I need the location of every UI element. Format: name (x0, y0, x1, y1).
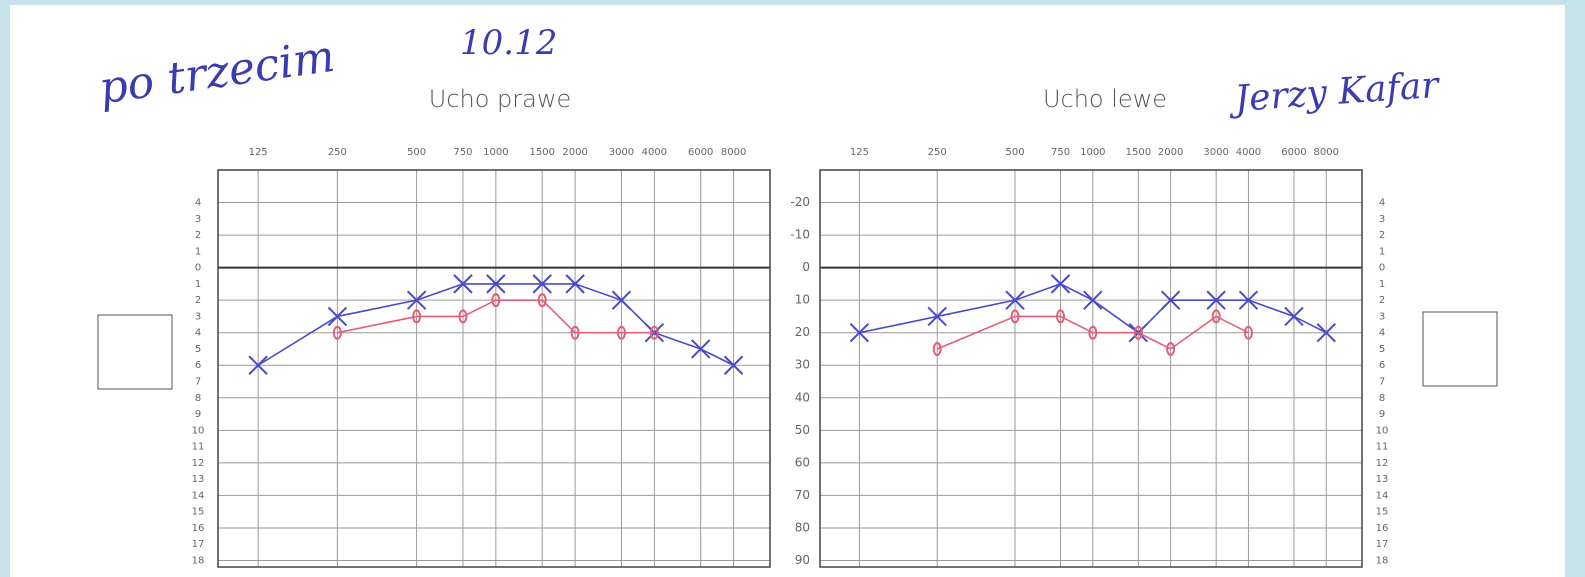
y-tick-label: 1 (195, 246, 201, 257)
handwritten-date: 10.12 (460, 23, 557, 63)
y-tick-label: 70 (795, 488, 810, 502)
y-tick-label: 3 (195, 214, 201, 225)
y-tick-label: -20 (790, 195, 810, 209)
x-tick-label: 125 (850, 147, 869, 158)
x-tick-label: 750 (1051, 147, 1070, 158)
x-tick-label: 500 (1005, 147, 1024, 158)
x-tick-label: 500 (407, 147, 426, 158)
y-tick-label: 2 (195, 230, 201, 241)
y-tick-label: 16 (192, 523, 205, 534)
y2-tick-label: 9 (1379, 409, 1385, 420)
y-tick-label: 20 (795, 325, 810, 339)
x-tick-label: 4000 (642, 147, 667, 158)
y2-tick-label: 16 (1376, 523, 1389, 534)
y2-tick-label: 5 (1379, 344, 1385, 355)
y-tick-label: 90 (795, 553, 810, 567)
x-tick-label: 2000 (562, 147, 587, 158)
y2-tick-label: 0 (1379, 263, 1385, 274)
y-tick-label: 5 (195, 344, 201, 355)
y2-tick-label: 8 (1379, 393, 1385, 404)
y-tick-label: 80 (795, 520, 810, 534)
y-tick-label: 7 (195, 377, 201, 388)
y2-tick-label: 4 (1379, 198, 1385, 209)
y-tick-label: 12 (192, 458, 205, 469)
y-tick-label: -10 (790, 228, 810, 242)
x-tick-label: 6000 (688, 147, 713, 158)
y-tick-label: 10 (192, 425, 205, 436)
y2-tick-label: 1 (1379, 279, 1385, 290)
x-tick-label: 3000 (1203, 147, 1228, 158)
x-tick-label: 1000 (483, 147, 508, 158)
chart-title: Ucho lewe (1043, 85, 1167, 113)
y2-tick-label: 3 (1379, 311, 1385, 322)
y2-tick-label: 11 (1376, 442, 1389, 453)
y-tick-label: 14 (192, 490, 205, 501)
x-tick-label: 250 (328, 147, 347, 158)
y-tick-label: 17 (192, 539, 205, 550)
y-tick-label: 1 (195, 279, 201, 290)
y-tick-label: 8 (195, 393, 201, 404)
y-tick-label: 0 (802, 260, 810, 274)
y2-tick-label: 3 (1379, 214, 1385, 225)
y2-tick-label: 2 (1379, 295, 1385, 306)
y2-tick-label: 4 (1379, 328, 1385, 339)
y-tick-label: 50 (795, 423, 810, 437)
x-tick-label: 125 (249, 147, 268, 158)
x-tick-label: 2000 (1158, 147, 1183, 158)
x-tick-label: 1500 (529, 147, 554, 158)
y-tick-label: 60 (795, 455, 810, 469)
y2-tick-label: 7 (1379, 377, 1385, 388)
y2-tick-label: 13 (1376, 474, 1389, 485)
x-tick-label: 8000 (721, 147, 746, 158)
y-tick-label: 4 (195, 328, 201, 339)
x-tick-label: 250 (928, 147, 947, 158)
x-tick-label: 750 (453, 147, 472, 158)
y-tick-label: 3 (195, 311, 201, 322)
y-tick-label: 2 (195, 295, 201, 306)
y2-tick-label: 17 (1376, 539, 1389, 550)
y-tick-label: 0 (195, 263, 201, 274)
x-tick-label: 3000 (609, 147, 634, 158)
y2-tick-label: 10 (1376, 425, 1389, 436)
y2-tick-label: 6 (1379, 360, 1385, 371)
chart-title: Ucho prawe (429, 85, 572, 113)
x-tick-label: 8000 (1314, 147, 1339, 158)
y2-tick-label: 2 (1379, 230, 1385, 241)
y-tick-label: 9 (195, 409, 201, 420)
x-tick-label: 1500 (1126, 147, 1151, 158)
y-tick-label: 30 (795, 358, 810, 372)
y2-tick-label: 15 (1376, 507, 1389, 518)
y2-tick-label: 14 (1376, 490, 1389, 501)
y2-tick-label: 18 (1376, 555, 1389, 566)
y-tick-label: 10 (795, 293, 810, 307)
y-tick-label: 15 (192, 507, 205, 518)
y-tick-label: 13 (192, 474, 205, 485)
x-tick-label: 1000 (1080, 147, 1105, 158)
x-tick-label: 4000 (1236, 147, 1261, 158)
y-tick-label: 18 (192, 555, 205, 566)
x-tick-label: 6000 (1281, 147, 1306, 158)
y-tick-label: 40 (795, 390, 810, 404)
y2-tick-label: 1 (1379, 246, 1385, 257)
audiogram-page: po trzecim 10.12 Jerzy Kafar Ucho prawe1… (0, 0, 1585, 577)
y-tick-label: 4 (195, 198, 201, 209)
y-tick-label: 6 (195, 360, 201, 371)
y2-tick-label: 12 (1376, 458, 1389, 469)
y-tick-label: 11 (192, 442, 205, 453)
